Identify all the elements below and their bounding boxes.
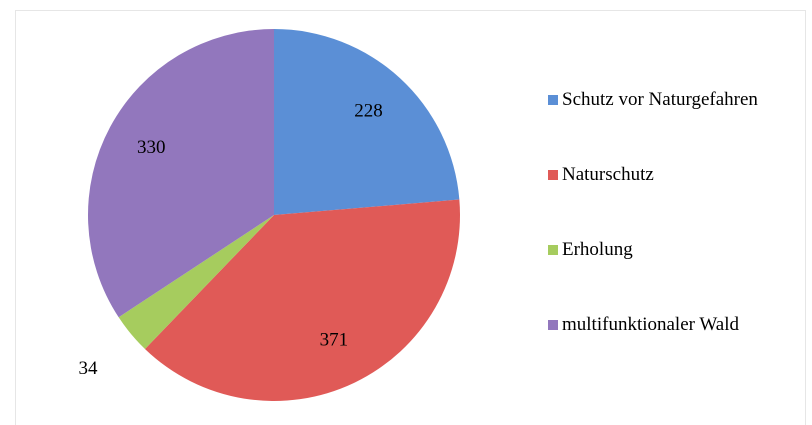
data-label: 371 [320,329,349,350]
legend-label: Naturschutz [562,164,654,185]
legend-label: multifunktionaler Wald [562,314,740,335]
legend-swatch [548,95,558,105]
pie-slice [144,199,460,401]
data-label: 330 [137,137,166,158]
legend-swatch [548,170,558,180]
data-label: 34 [79,358,99,379]
legend-item: Erholung [548,238,798,313]
legend-swatch [548,245,558,255]
legend: Schutz vor Naturgefahren Naturschutz Erhol… [548,88,798,388]
legend-item: Naturschutz [548,163,798,238]
pie-slice [88,29,275,318]
legend-label: Schutz vor Naturgefahren [562,89,758,110]
legend-label: Erholung [562,239,633,260]
frame [15,10,806,425]
legend-item: Schutz vor Naturgefahren [548,88,798,163]
pie-slice [118,215,274,349]
data-label: 228 [354,101,383,122]
legend-item: multifunktionaler Wald [548,313,798,388]
legend-swatch [548,320,558,330]
pie-slice [274,29,460,215]
